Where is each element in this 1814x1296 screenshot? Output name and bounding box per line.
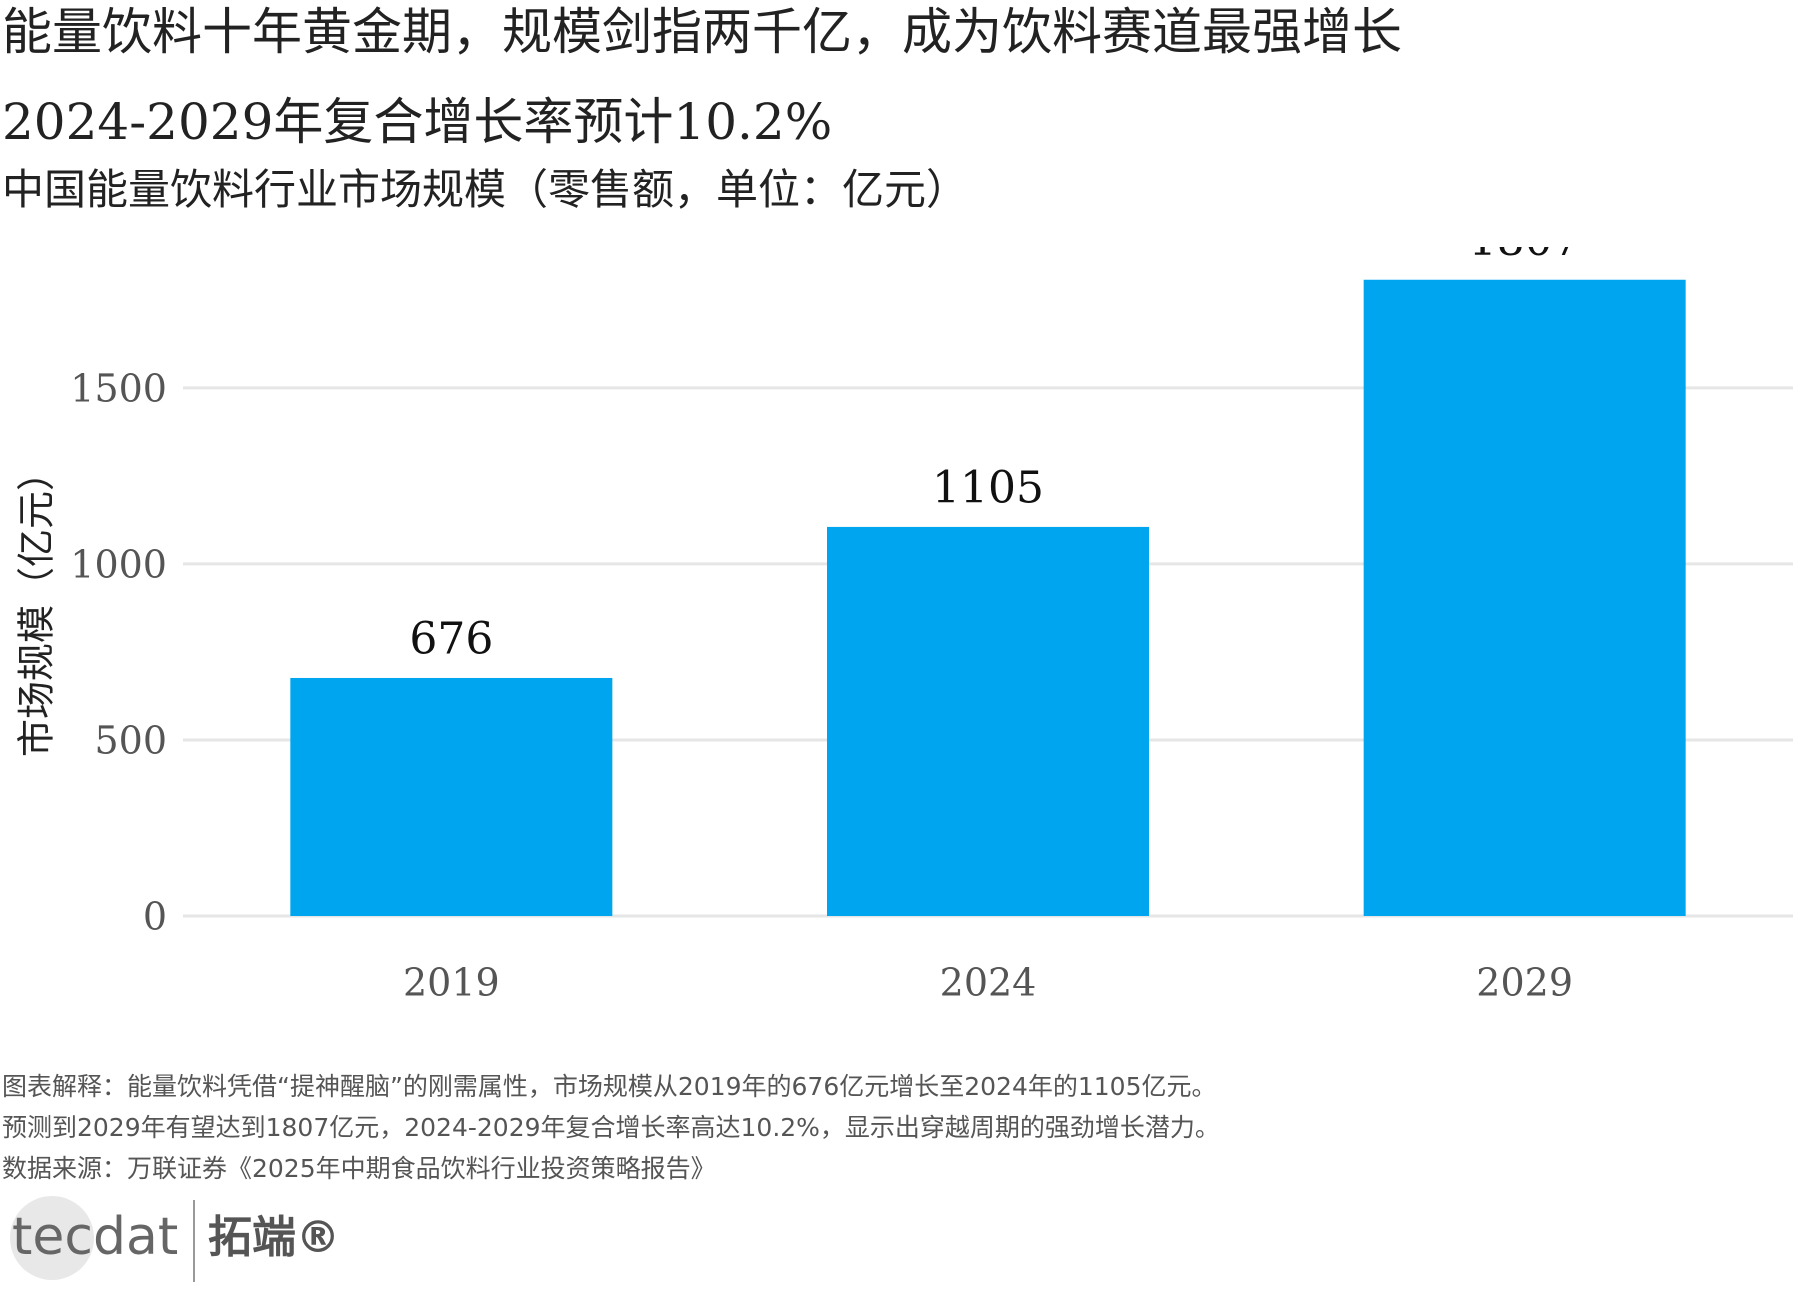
y-tick-label: 500 bbox=[94, 718, 167, 762]
value-label: 1105 bbox=[932, 462, 1044, 513]
chart-title-line2: 2024-2029年复合增长率预计10.2% bbox=[2, 93, 832, 151]
note: 图表解释：能量饮料凭借“提神醒脑”的刚需属性，市场规模从2019年的676亿元增… bbox=[2, 1072, 1217, 1101]
y-tick-label: 0 bbox=[143, 895, 167, 939]
bar bbox=[1363, 279, 1686, 916]
brand-name: 拓端® bbox=[208, 1212, 340, 1263]
logo-circle bbox=[10, 1196, 94, 1280]
x-tick-label: 2024 bbox=[940, 961, 1037, 1005]
x-tick-label: 2019 bbox=[403, 961, 500, 1005]
logo: tecdat bbox=[12, 1207, 178, 1267]
value-label: 1807 bbox=[1469, 215, 1581, 266]
value-label: 676 bbox=[409, 613, 493, 664]
y-tick-label: 1000 bbox=[70, 542, 167, 586]
bar bbox=[290, 677, 613, 916]
note: 数据来源：万联证券《2025年中期食品饮料行业投资策略报告》 bbox=[2, 1154, 716, 1183]
chart-subtitle: 中国能量饮料行业市场规模（零售额，单位：亿元） bbox=[2, 165, 968, 214]
note: 预测到2029年有望达到1807亿元，2024-2029年复合增长率高达10.2… bbox=[2, 1113, 1220, 1142]
bar bbox=[827, 526, 1149, 916]
plot-area: 676 1105 1807 bbox=[183, 215, 1793, 918]
y-tick-label: 1500 bbox=[70, 366, 167, 410]
x-tick-label: 2029 bbox=[1476, 961, 1573, 1005]
chart-title: 能量饮料十年黄金期，规模剑指两千亿，成为饮料赛道最强增长 bbox=[2, 3, 1402, 61]
y-axis-label: 市场规模（亿元） bbox=[15, 453, 59, 757]
